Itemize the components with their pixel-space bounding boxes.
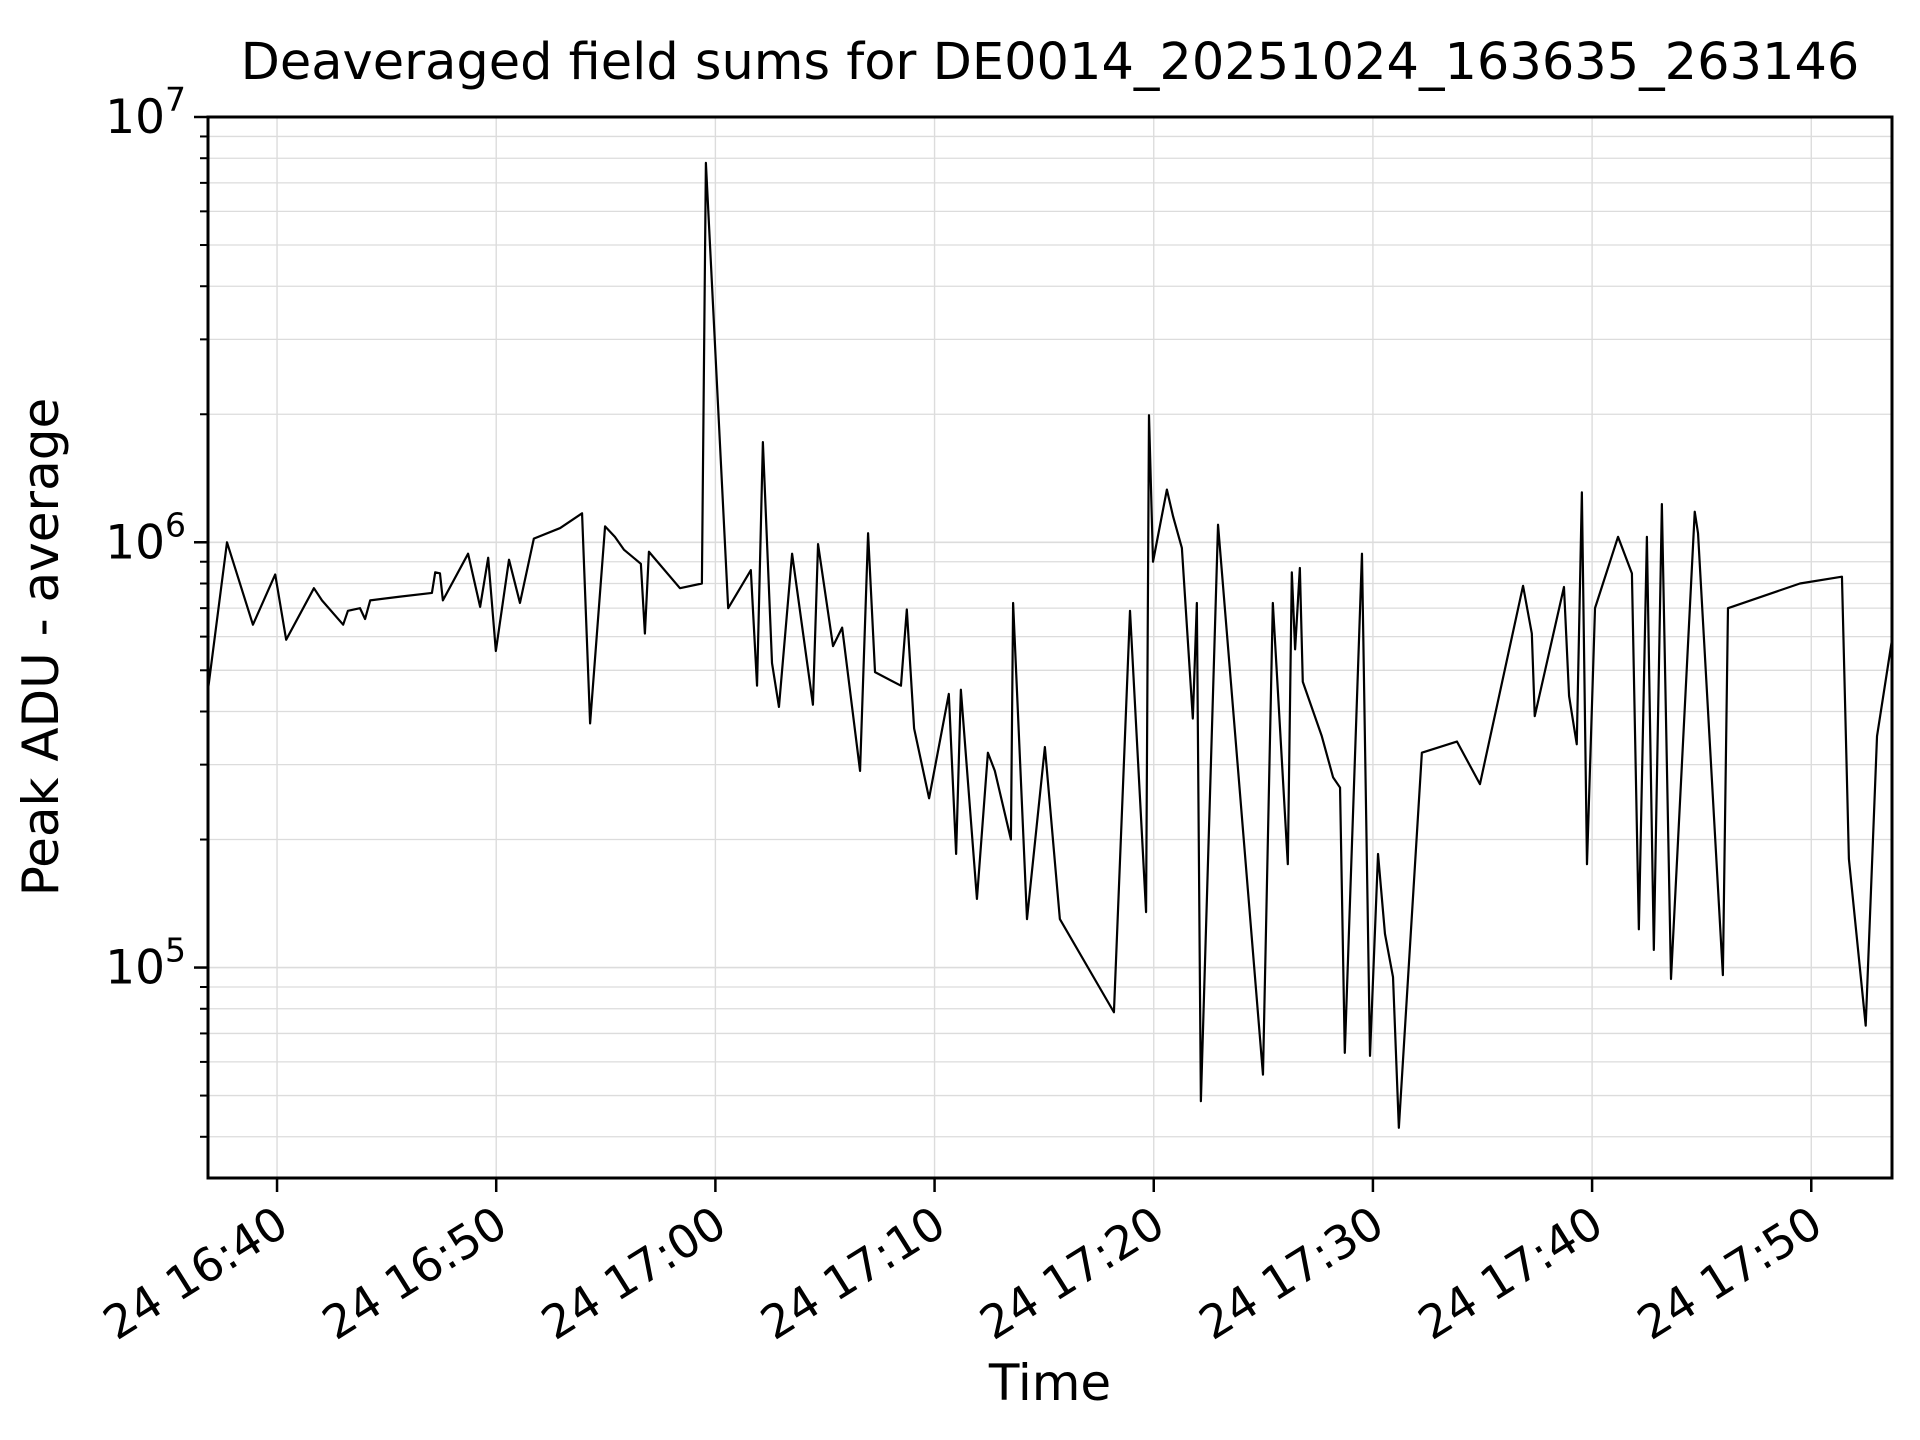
y-tick-label: 107 [105, 80, 186, 145]
y-axis-label: Peak ADU - average [12, 398, 70, 896]
grid-lines [208, 116, 1892, 1178]
chart-title: Deaveraged field sums for DE0014_2025102… [241, 33, 1860, 92]
axis-ticks [194, 115, 1813, 1192]
x-axis-label: Time [988, 1354, 1111, 1412]
y-tick-labels: 105 106 107 [105, 80, 186, 996]
y-tick-label: 106 [105, 505, 186, 570]
y-tick-label: 105 [105, 931, 186, 996]
data-line-series [206, 161, 1894, 1129]
axes-frame [206, 115, 1894, 1180]
